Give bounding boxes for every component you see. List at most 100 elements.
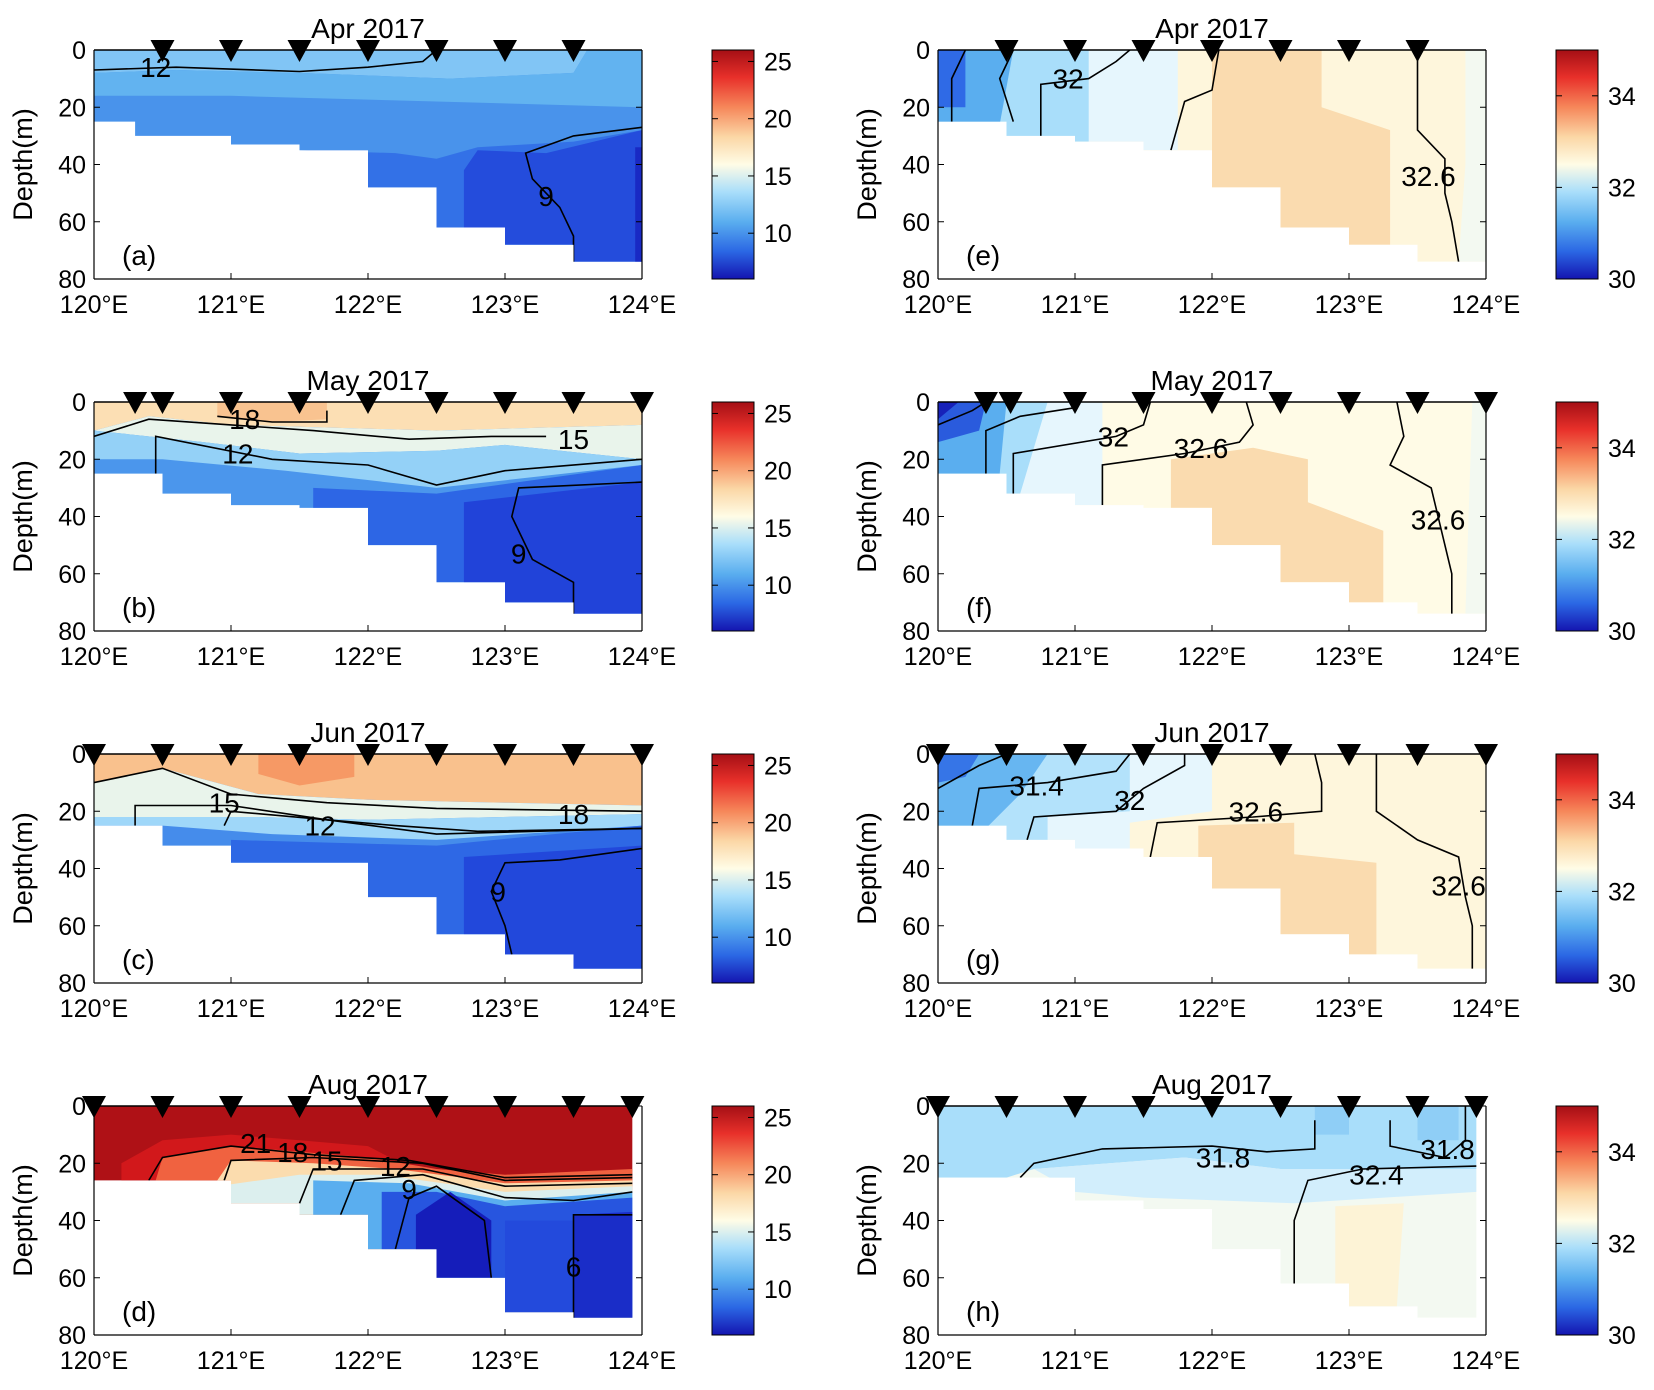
field-region-3 (94, 416, 642, 460)
x-tick-label: 123°E (1315, 291, 1383, 319)
x-tick-label: 121°E (1041, 1347, 1109, 1375)
station-marker (561, 1096, 586, 1118)
colorbar (711, 401, 755, 632)
contour-line-5 (572, 1214, 633, 1318)
panel-label: (f) (966, 592, 992, 623)
x-tick-label: 123°E (471, 291, 539, 319)
panel-label: (b) (122, 592, 156, 623)
station-marker (1405, 40, 1430, 62)
contour-label: 32.6 (1431, 871, 1486, 902)
y-tick-label: 40 (902, 152, 930, 180)
contour-label: 15 (311, 1145, 342, 1176)
colorbar-tick-label: 30 (1608, 970, 1636, 998)
field (938, 402, 1486, 614)
panel-label: (d) (122, 1296, 156, 1327)
station-marker (926, 744, 950, 766)
station-marker (287, 40, 312, 62)
y-tick-label: 0 (916, 37, 930, 65)
contour-line-1 (985, 406, 1076, 474)
colorbar-tick-label: 32 (1608, 878, 1636, 906)
station-marker (926, 1096, 950, 1118)
y-tick-label: 40 (58, 504, 86, 532)
contour-label: 9 (490, 876, 506, 907)
contour-label: 12 (304, 811, 335, 842)
contour-line-3 (339, 1173, 633, 1216)
y-tick-label: 20 (902, 94, 930, 122)
station-marker (1268, 392, 1293, 414)
station-marker (1474, 744, 1498, 766)
station-marker (1200, 392, 1224, 414)
field-region-6 (1170, 447, 1384, 603)
colorbar-tick-label: 25 (764, 400, 792, 428)
y-axis-label: Depth(m) (852, 812, 882, 925)
station-marker (994, 744, 1019, 766)
y-axis-label: Depth(m) (8, 108, 38, 221)
y-tick-label: 20 (58, 94, 86, 122)
station-marker (150, 1096, 175, 1118)
station-marker (287, 1096, 312, 1118)
station-marker (150, 40, 175, 62)
field-region-5 (1212, 50, 1391, 245)
x-tick-label: 124°E (608, 1347, 676, 1375)
contour-line-1 (998, 50, 1015, 122)
y-tick-label: 80 (902, 1322, 930, 1350)
contour-line-3 (1170, 50, 1220, 151)
panel-title: Aug 2017 (308, 1069, 428, 1100)
y-tick-label: 80 (58, 618, 86, 646)
field-region-5 (1417, 1106, 1459, 1141)
x-tick-label: 124°E (1452, 1347, 1520, 1375)
colorbar-tick-label: 32 (1608, 1230, 1636, 1258)
contour-label: 12 (140, 52, 171, 83)
x-tick-label: 120°E (904, 995, 972, 1023)
panel-title: May 2017 (307, 365, 430, 396)
station-marker (561, 40, 586, 62)
y-tick-label: 60 (58, 209, 86, 237)
station-marker (287, 392, 312, 414)
station-marker (1063, 392, 1087, 414)
x-tick-label: 120°E (904, 643, 972, 671)
station-marker (1405, 1096, 1430, 1118)
station-marker (1268, 1096, 1293, 1118)
y-tick-label: 40 (58, 1208, 86, 1236)
colorbar (711, 753, 755, 984)
field-region-5 (1198, 822, 1377, 955)
contour-line-2 (1012, 402, 1152, 494)
station-marker (1405, 392, 1430, 414)
field-region-2 (1033, 1157, 1477, 1204)
station-marker (1464, 1096, 1489, 1118)
x-tick-label: 120°E (904, 1347, 972, 1375)
station-marker (994, 1096, 1019, 1118)
y-tick-label: 20 (58, 446, 86, 474)
x-tick-label: 122°E (1178, 643, 1246, 671)
panel-title: Aug 2017 (1152, 1069, 1272, 1100)
contour-label: 32 (1098, 421, 1129, 452)
field-region-9 (505, 1220, 574, 1318)
contour-label: 32.6 (1401, 161, 1456, 192)
x-tick-label: 123°E (1315, 643, 1383, 671)
contour-line-3 (1101, 402, 1254, 506)
station-marker (356, 744, 380, 766)
contour-line-3 (510, 481, 642, 614)
station-marker (1063, 1096, 1087, 1118)
field (938, 50, 1486, 262)
colorbar-tick-label: 10 (764, 924, 792, 952)
panel-label: (a) (122, 240, 156, 271)
contour-line-1 (154, 435, 642, 486)
station-marker (1268, 744, 1293, 766)
station-marker (1405, 744, 1430, 766)
panel-title: Apr 2017 (1155, 13, 1269, 44)
field-region-8 (573, 1211, 633, 1318)
station-marker (219, 744, 243, 766)
y-tick-label: 60 (58, 913, 86, 941)
y-axis-label: Depth(m) (8, 1164, 38, 1277)
station-marker (1474, 392, 1498, 414)
field-region-4 (1314, 1106, 1349, 1135)
x-tick-label: 120°E (60, 995, 128, 1023)
colorbar (1555, 401, 1599, 632)
y-tick-label: 80 (58, 1322, 86, 1350)
colorbar (1555, 1105, 1599, 1336)
contour-label: 32.4 (1349, 1160, 1404, 1191)
